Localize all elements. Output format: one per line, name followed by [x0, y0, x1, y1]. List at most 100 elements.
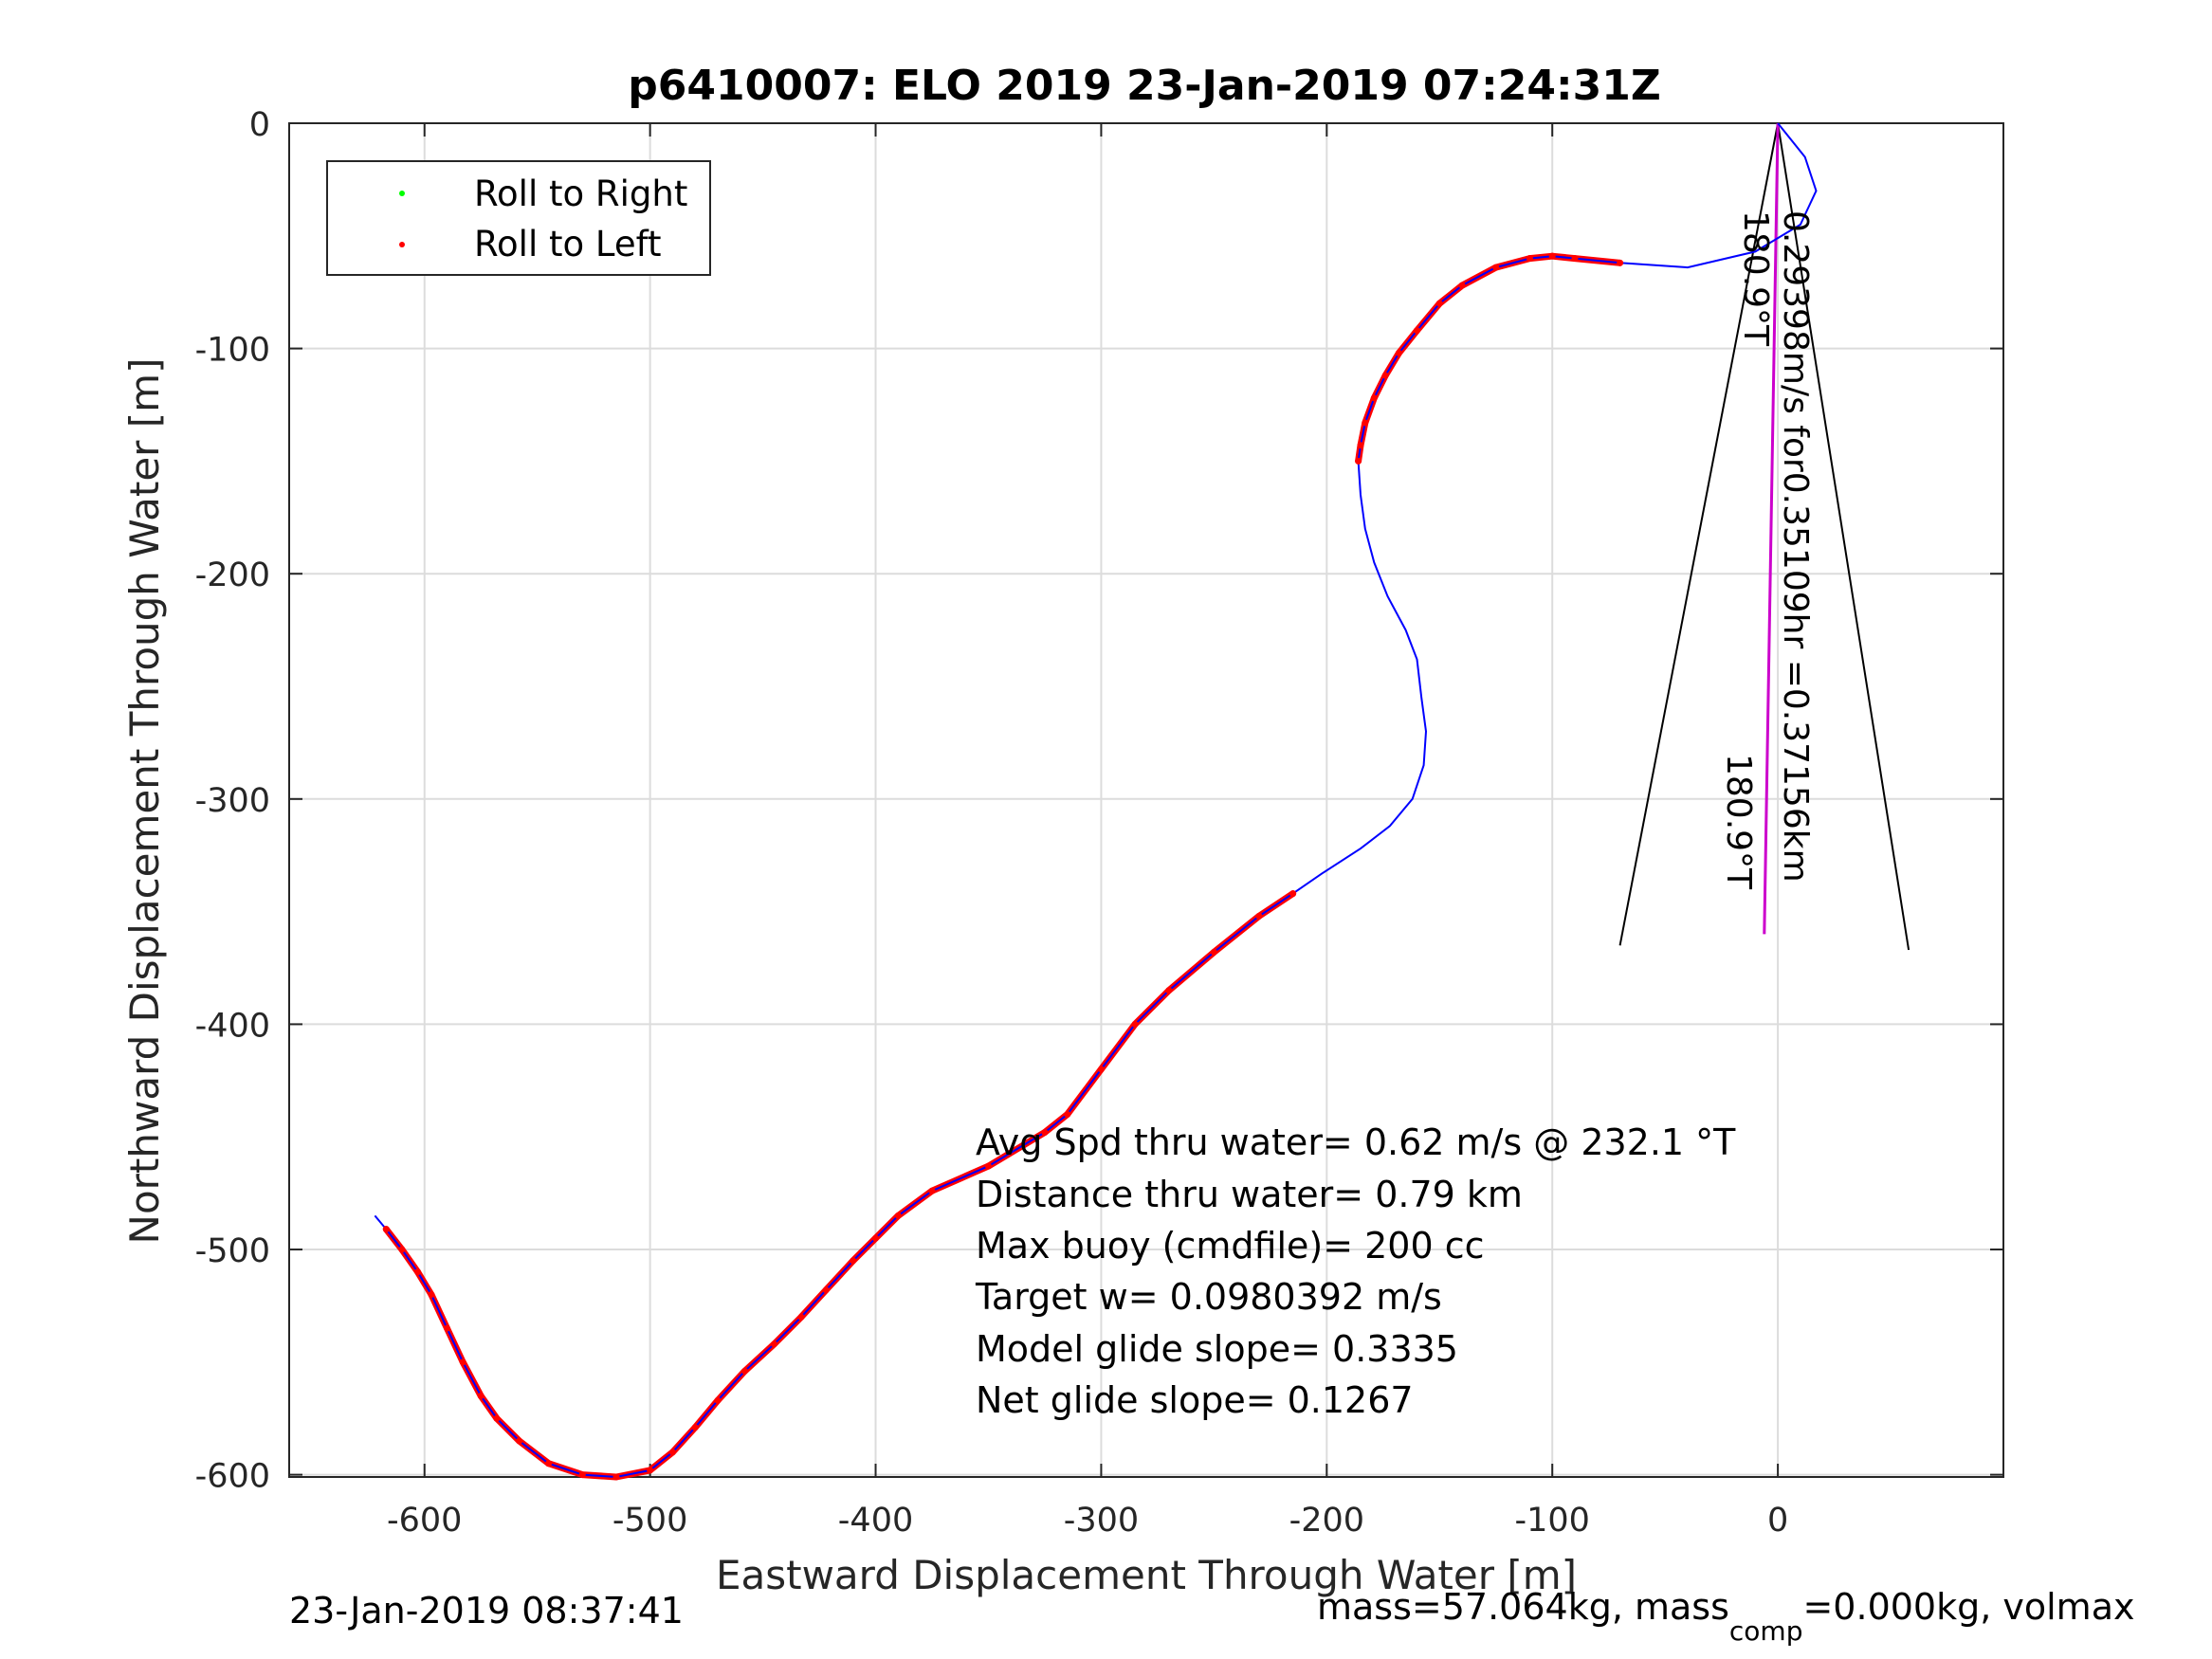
roll-left-point: [1355, 457, 1362, 465]
roll-left-point: [894, 1212, 902, 1219]
roll-left-point: [1571, 255, 1579, 263]
roll-left-point: [1131, 1020, 1139, 1028]
roll-left-point: [545, 1460, 553, 1468]
x-tick-label: 0: [1767, 1502, 1788, 1540]
x-tick-label: -600: [387, 1502, 462, 1540]
roll-left-point: [1362, 419, 1369, 427]
roll-left-point: [1165, 987, 1173, 994]
roll-left-point: [1492, 264, 1500, 271]
roll-left-point: [1370, 394, 1378, 402]
roll-left-point: [928, 1187, 936, 1194]
heading-line: [1763, 122, 1780, 935]
annot-model-glide: Model glide slope= 0.3335: [976, 1328, 1458, 1370]
roll-left-point: [797, 1313, 805, 1321]
rotated-speed-label: 0.29398m/s for0.35109hr =0.37156km: [1776, 210, 1815, 883]
roll-left-point: [822, 1286, 830, 1294]
roll-left-point: [1381, 372, 1389, 379]
roll-left-point: [414, 1268, 422, 1276]
axis-ticks: -600 -500 -400 -300 -200 -100 0 0 -100 -200 -300 -4…: [195, 106, 2003, 1540]
footer-timestamp: 23-Jan-2019 08:37:41: [289, 1590, 684, 1632]
roll-left-point: [612, 1473, 620, 1481]
stats-annotations: Avg Spd thru water= 0.62 m/s @ 232.1 °T …: [975, 1121, 1736, 1421]
y-axis-label-group: Northward Displacement Through Water [m]: [121, 358, 168, 1245]
heading-bottom-label: 180.9°T: [1719, 754, 1758, 890]
rotated-heading-top: 180.9°T: [1736, 210, 1775, 347]
annot-distance: Distance thru water= 0.79 km: [976, 1174, 1523, 1215]
roll-left-point: [428, 1291, 435, 1299]
annot-max-buoy: Max buoy (cmdfile)= 200 cc: [976, 1225, 1485, 1267]
roll-left-point: [1548, 252, 1556, 260]
roll-left-point: [1458, 282, 1466, 289]
roll-left-point: [477, 1392, 484, 1399]
y-tick-label: -100: [195, 332, 270, 370]
roll-left-point: [850, 1257, 857, 1265]
roll-left-point: [647, 1467, 654, 1474]
roll-left-point: [1617, 259, 1624, 266]
x-tick-label: -500: [612, 1502, 687, 1540]
roll-left-series: [382, 252, 1624, 1481]
roll-left-point: [668, 1449, 676, 1456]
roll-left-point: [382, 1226, 390, 1233]
x-tick-label: -200: [1289, 1502, 1364, 1540]
footer-mass: mass=57.064kg, masscomp=0.000kg, volmax: [1317, 1586, 2134, 1647]
roll-left-point: [1064, 1110, 1071, 1118]
annot-target-w: Target w= 0.0980392 m/s: [975, 1276, 1442, 1318]
y-tick-label: 0: [249, 106, 270, 144]
roll-left-point: [741, 1367, 749, 1375]
roll-left-segment-core: [1357, 255, 1620, 462]
rotated-heading-bottom: 180.9°T: [1719, 754, 1758, 890]
roll-left-point: [1526, 255, 1533, 263]
y-tick-label: -500: [195, 1232, 270, 1270]
roll-left-point: [1413, 327, 1420, 335]
roll-left-point: [691, 1424, 699, 1431]
roll-left-point: [1395, 349, 1402, 356]
footer-mass-main: mass=57.064kg, mass: [1317, 1586, 1729, 1628]
legend-marker-right: [399, 191, 405, 196]
roll-left-point: [984, 1162, 992, 1170]
x-tick-label: -400: [838, 1502, 913, 1540]
legend-box: [326, 160, 711, 276]
legend-label-left: Roll to Left: [474, 224, 662, 264]
cone-line: [1618, 122, 1780, 946]
roll-left-point: [872, 1234, 880, 1242]
x-tick-label: -300: [1064, 1502, 1139, 1540]
heading-top-label: 180.9°T: [1736, 210, 1775, 347]
track-line: [374, 122, 1818, 1479]
roll-left-point: [1041, 1128, 1049, 1136]
y-tick-label: -600: [195, 1458, 270, 1496]
roll-left-point: [398, 1246, 406, 1253]
y-axis-label: Northward Displacement Through Water [m]: [121, 358, 168, 1245]
roll-left-point: [1357, 442, 1364, 449]
roll-left-point: [714, 1396, 722, 1404]
roll-left-segment: [1355, 252, 1624, 465]
roll-left-point: [444, 1324, 451, 1332]
axes-box: [288, 122, 2004, 1478]
grid-lines: [289, 122, 2003, 1477]
y-tick-label: -200: [195, 556, 270, 594]
legend-marker-left: [399, 242, 405, 247]
roll-left-point: [578, 1471, 586, 1479]
annot-avg-speed: Avg Spd thru water= 0.62 m/s @ 232.1 °T: [976, 1121, 1736, 1163]
cone-line: [1777, 122, 1910, 951]
footer-mass-tail: =0.000kg, volmax: [1802, 1586, 2134, 1628]
roll-left-point: [1255, 912, 1263, 920]
heading-cone: [1618, 122, 1910, 951]
annot-net-glide: Net glide slope= 0.1267: [976, 1379, 1414, 1421]
roll-left-point: [1097, 1066, 1105, 1073]
y-tick-label: -300: [195, 782, 270, 820]
x-tick-label: -100: [1514, 1502, 1589, 1540]
roll-left-point: [1289, 890, 1297, 898]
footer-mass-sub: comp: [1729, 1615, 1803, 1647]
legend-label-right: Roll to Right: [474, 173, 687, 214]
speed-label: 0.29398m/s for0.35109hr =0.37156km: [1776, 210, 1815, 883]
roll-left-point: [516, 1437, 523, 1445]
roll-left-point: [770, 1340, 777, 1348]
roll-left-point: [1435, 300, 1443, 307]
roll-left-point: [493, 1414, 501, 1422]
roll-left-point: [1210, 948, 1217, 956]
legend: Roll to Right Roll to Left: [326, 160, 711, 276]
x-axis-label: Eastward Displacement Through Water [m]: [716, 1552, 1577, 1598]
y-tick-label: -400: [195, 1007, 270, 1045]
roll-left-point: [459, 1358, 466, 1366]
